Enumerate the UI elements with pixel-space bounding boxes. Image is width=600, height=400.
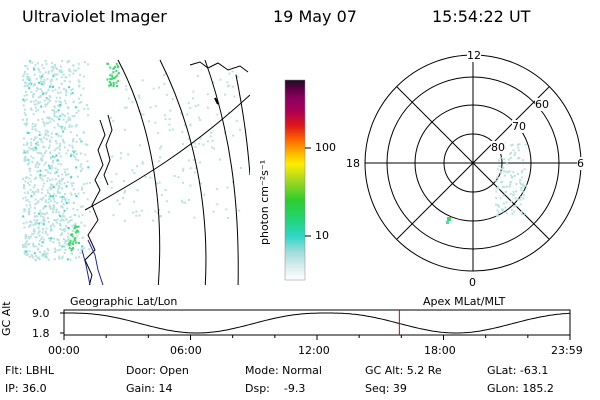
gc-alt-status: GC Alt: 5.2 Re [365, 364, 442, 377]
polar-lat-80: 80 [491, 141, 505, 154]
polar-hour-6: 6 [577, 157, 584, 170]
instrument-title: Ultraviolet Imager [22, 7, 167, 26]
y-max-label: 9.0 [32, 307, 50, 320]
mode-status: Mode: Normal [245, 364, 322, 377]
date-label: 19 May 07 [273, 7, 357, 26]
polar-lat-70: 70 [512, 120, 526, 133]
filter-status: Flt: LBHL [5, 364, 54, 377]
polar-hour-18: 18 [346, 157, 360, 170]
polar-hour-0: 0 [469, 276, 476, 289]
colorbar-unit-label: photon cm⁻²s⁻¹ [258, 159, 271, 245]
time-label: 15:54:22 UT [432, 7, 531, 26]
x-tick-2: 12:00 [298, 344, 330, 357]
seq-status: Seq: 39 [365, 382, 407, 395]
glon-status: GLon: 185.2 [487, 382, 554, 395]
ip-status: IP: 36.0 [5, 382, 47, 395]
gc-alt-axis-label: GC Alt [0, 301, 13, 336]
y-min-label: 1.8 [32, 327, 50, 340]
apex-label: Apex MLat/MLT [423, 295, 506, 308]
colorbar-tick-100: 100 [315, 141, 336, 154]
x-tick-3: 18:00 [424, 344, 456, 357]
colorbar-tick-10: 10 [315, 229, 329, 242]
x-tick-1: 06:00 [170, 344, 202, 357]
colorbar [284, 79, 306, 281]
geographic-label: Geographic Lat/Lon [70, 295, 178, 308]
timeline-panel [60, 309, 571, 340]
polar-hour-12: 12 [467, 49, 481, 62]
x-tick-4: 23:59 [551, 344, 583, 357]
door-status: Door: Open [126, 364, 189, 377]
polar-emissions [446, 140, 527, 224]
glat-status: GLat: -63.1 [487, 364, 549, 377]
dsp-status: Dsp: -9.3 [245, 382, 306, 395]
geographic-image [22, 59, 250, 285]
polar-plot [364, 54, 582, 272]
gain-status: Gain: 14 [126, 382, 173, 395]
x-tick-0: 00:00 [48, 344, 80, 357]
polar-lat-60: 60 [535, 98, 549, 111]
